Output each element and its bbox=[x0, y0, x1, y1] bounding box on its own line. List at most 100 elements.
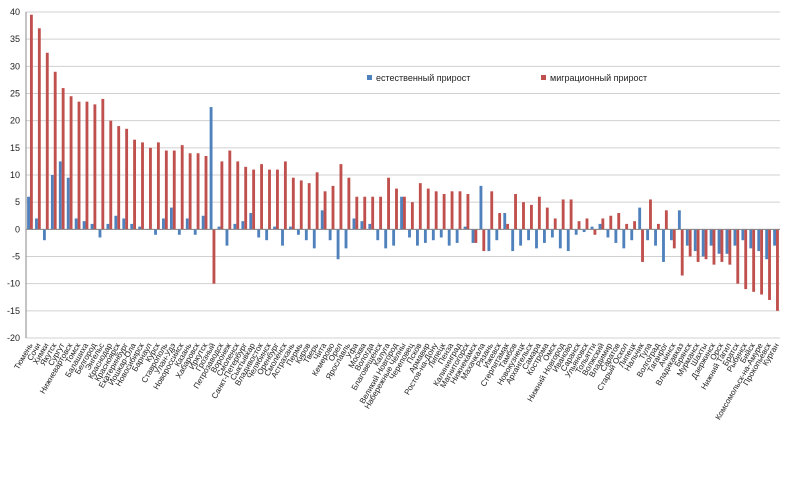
bar-migration-growth bbox=[403, 196, 406, 230]
bar-migration-growth bbox=[577, 221, 581, 230]
bar-migration-growth bbox=[61, 88, 65, 230]
bar-migration-growth bbox=[649, 199, 652, 230]
bar-migration-growth bbox=[212, 229, 216, 284]
bar-migration-growth bbox=[434, 191, 438, 230]
bar-natural-growth bbox=[162, 218, 165, 230]
bar-migration-growth bbox=[633, 221, 637, 230]
bar-migration-growth bbox=[307, 183, 311, 230]
bar-migration-growth bbox=[514, 194, 517, 230]
bar-natural-growth bbox=[558, 229, 562, 249]
bar-migration-growth bbox=[387, 177, 390, 230]
bar-migration-growth bbox=[728, 229, 732, 265]
bar-migration-growth bbox=[69, 96, 73, 230]
bar-natural-growth bbox=[392, 229, 396, 246]
bar-migration-growth bbox=[228, 150, 232, 230]
bar-natural-growth bbox=[296, 229, 300, 235]
bar-migration-growth bbox=[196, 153, 200, 230]
bar-natural-growth bbox=[550, 229, 554, 238]
bar-natural-growth bbox=[669, 229, 673, 241]
bar-migration-growth bbox=[109, 120, 113, 230]
bar-migration-growth bbox=[569, 199, 573, 230]
bar-migration-growth bbox=[704, 229, 708, 260]
bar-migration-growth bbox=[315, 172, 319, 230]
bar-migration-growth bbox=[585, 218, 589, 230]
y-tick-label: -15 bbox=[7, 306, 20, 316]
bar-migration-growth bbox=[593, 229, 597, 235]
bar-migration-growth bbox=[601, 218, 605, 230]
legend-label-natural: естественный прирост bbox=[376, 73, 470, 83]
bar-migration-growth bbox=[529, 204, 533, 230]
bar-migration-growth bbox=[474, 229, 478, 243]
bar-natural-growth bbox=[336, 229, 340, 260]
bar-migration-growth bbox=[625, 223, 629, 230]
bar-natural-growth bbox=[35, 218, 38, 230]
y-tick-label: 5 bbox=[15, 197, 20, 207]
bars bbox=[27, 14, 779, 311]
bar-natural-growth bbox=[431, 229, 435, 241]
bar-natural-growth bbox=[654, 229, 657, 246]
y-tick-label: -10 bbox=[7, 279, 20, 289]
bar-natural-growth bbox=[90, 223, 94, 230]
bar-natural-growth bbox=[42, 229, 46, 241]
bar-migration-growth bbox=[752, 229, 756, 292]
bar-natural-growth bbox=[106, 223, 110, 230]
bar-migration-growth bbox=[331, 185, 335, 230]
bar-migration-growth bbox=[323, 191, 327, 230]
bar-natural-growth bbox=[709, 229, 713, 246]
bar-migration-growth bbox=[776, 229, 779, 311]
bar-migration-growth bbox=[347, 177, 351, 230]
bar-migration-growth bbox=[156, 142, 160, 230]
bar-natural-growth bbox=[725, 229, 729, 254]
bar-natural-growth bbox=[217, 226, 221, 230]
bar-natural-growth bbox=[281, 229, 284, 246]
bar-migration-growth bbox=[133, 139, 137, 230]
bar-natural-growth bbox=[582, 229, 586, 233]
bar-migration-growth bbox=[537, 196, 541, 230]
bar-migration-growth bbox=[688, 229, 692, 257]
bar-natural-growth bbox=[606, 229, 610, 238]
bar-migration-growth bbox=[744, 229, 748, 290]
bar-natural-growth bbox=[590, 226, 594, 230]
y-tick-label: 25 bbox=[10, 89, 20, 99]
bar-natural-growth bbox=[479, 185, 483, 230]
bar-migration-growth bbox=[664, 210, 668, 230]
bar-natural-growth bbox=[344, 229, 348, 249]
bar-migration-growth bbox=[299, 180, 303, 230]
bar-migration-growth bbox=[149, 147, 152, 230]
bar-migration-growth bbox=[609, 215, 613, 230]
bar-natural-growth bbox=[257, 229, 261, 238]
bar-natural-growth bbox=[646, 229, 650, 241]
bar-natural-growth bbox=[66, 177, 70, 230]
bar-migration-growth bbox=[768, 229, 771, 300]
bar-migration-growth bbox=[29, 14, 33, 230]
y-tick-label: -5 bbox=[12, 252, 20, 262]
bar-natural-growth bbox=[376, 229, 380, 241]
bar-migration-growth bbox=[466, 194, 470, 230]
bar-natural-growth bbox=[677, 210, 681, 230]
bar-natural-growth bbox=[471, 229, 475, 243]
bar-migration-growth bbox=[450, 191, 454, 230]
bar-migration-growth bbox=[85, 101, 89, 230]
bar-migration-growth bbox=[641, 229, 644, 262]
legend-label-migration: миграционный прирост bbox=[550, 73, 647, 83]
bar-natural-growth bbox=[138, 226, 142, 230]
bar-migration-growth bbox=[410, 202, 414, 230]
bar-migration-growth bbox=[498, 213, 502, 230]
bar-migration-growth bbox=[418, 183, 422, 230]
y-tick-label: 30 bbox=[10, 61, 20, 71]
bar-natural-growth bbox=[574, 229, 578, 235]
y-tick-label: 10 bbox=[10, 170, 20, 180]
bar-natural-growth bbox=[360, 221, 364, 230]
y-tick-label: 0 bbox=[15, 224, 20, 234]
bar-natural-growth bbox=[487, 229, 491, 252]
legend: естественный прирост миграционный прирос… bbox=[367, 73, 647, 83]
bar-natural-growth bbox=[423, 229, 427, 243]
bar-natural-growth bbox=[614, 229, 618, 243]
bar-natural-growth bbox=[185, 218, 189, 230]
bar-natural-growth bbox=[122, 218, 126, 230]
bar-migration-growth bbox=[172, 150, 176, 230]
bar-migration-growth bbox=[760, 229, 764, 295]
bar-natural-growth bbox=[241, 221, 245, 230]
bar-natural-growth bbox=[265, 229, 269, 241]
